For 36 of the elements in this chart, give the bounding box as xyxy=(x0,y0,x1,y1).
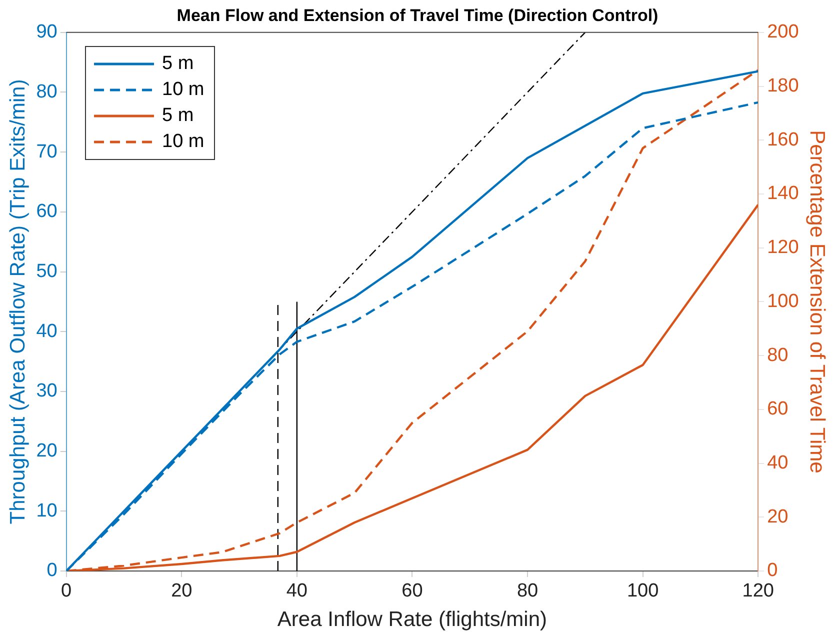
y-tick-label: 50 xyxy=(36,261,58,282)
y-axis-title: Throughput (Area Outflow Rate) (Trip Exits/min) xyxy=(6,79,30,524)
y2-tick-label: 80 xyxy=(767,344,788,366)
y-tick-label: 30 xyxy=(36,380,58,402)
y-tick-label: 0 xyxy=(46,560,58,582)
y2-tick-label: 20 xyxy=(767,506,788,528)
y-tick-label: 80 xyxy=(36,81,58,102)
y2-tick-label: 100 xyxy=(767,290,799,312)
y2-tick-label: 0 xyxy=(767,560,778,582)
legend-label: 10 m xyxy=(162,79,204,101)
y-tick-label: 60 xyxy=(36,201,58,222)
y2-tick-label: 140 xyxy=(767,183,799,204)
x-axis-title: Area Inflow Rate (flights/min) xyxy=(277,608,548,632)
y2-tick-label: 120 xyxy=(767,237,799,258)
x-tick-label: 20 xyxy=(171,580,192,602)
y-tick-label: 40 xyxy=(36,320,58,342)
y2-tick-label: 160 xyxy=(767,129,799,150)
y2-axis-title: Percentage Extension of Travel Time xyxy=(806,130,829,474)
y2-tick-label: 180 xyxy=(767,75,799,96)
legend-label: 5 m xyxy=(162,53,194,75)
y2-tick-label: 60 xyxy=(767,398,788,420)
x-tick-label: 60 xyxy=(402,580,423,602)
x-tick-label: 120 xyxy=(742,580,774,602)
x-tick-label: 100 xyxy=(626,580,659,602)
y-tick-label: 20 xyxy=(36,440,58,462)
legend-label: 10 m xyxy=(162,131,204,153)
legend-label: 5 m xyxy=(162,105,194,127)
chart-title: Mean Flow and Extension of Travel Time (Direction Control) xyxy=(176,6,658,25)
x-tick-label: 80 xyxy=(516,580,538,602)
y-tick-label: 10 xyxy=(36,500,58,522)
y2-tick-label: 40 xyxy=(767,452,788,474)
x-tick-label: 0 xyxy=(61,580,72,602)
x-tick-label: 40 xyxy=(286,580,308,602)
y2-tick-label: 200 xyxy=(767,22,799,43)
y-tick-label: 70 xyxy=(36,141,58,162)
y-tick-label: 90 xyxy=(36,22,58,43)
